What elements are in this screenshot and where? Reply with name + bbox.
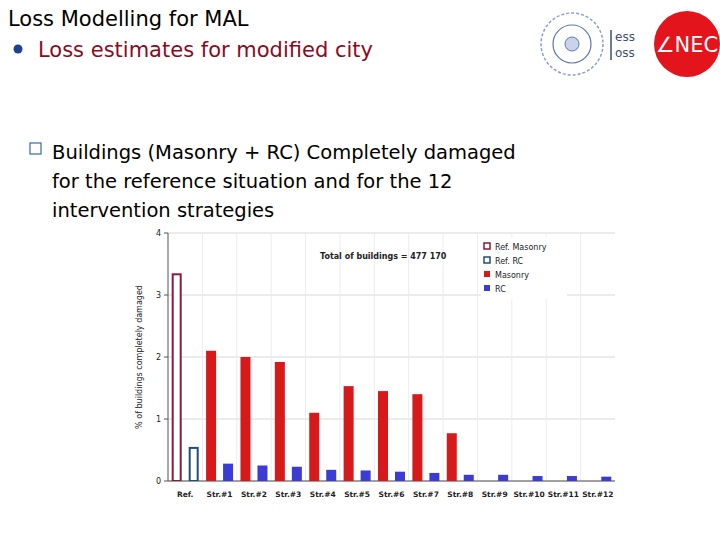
grid-line [168,481,615,482]
annotation: Total of buildings = 477 170 [320,252,447,261]
slide: Loss Modelling for MAL Loss estimates for… [0,0,720,540]
logo-ring [541,13,603,75]
legend-label: Masonry [495,271,529,280]
logo-text: ∠NEC [656,33,718,57]
legend-label: Ref. Masonry [495,243,547,252]
bar [361,470,371,481]
grid-line-vertical [443,233,444,481]
x-axis [168,481,615,482]
bar [601,477,611,481]
bar [190,448,198,481]
legend-label: RC [495,285,506,294]
chart: 0 1 2 3 4 Ref. Str.#1 Str.#2 Str.#3 Str.#4 Str.#5 S… [135,229,615,499]
tick-label: 4 [156,229,161,238]
bar [584,481,594,482]
category-label: Str.#2 [241,490,267,499]
bar [275,362,285,481]
grid-line-vertical [236,233,237,481]
logo-text: oss [615,46,635,60]
bar [412,394,422,481]
legend-box [481,237,567,299]
category-label: Ref. [177,490,194,499]
bar [550,481,560,482]
bar [567,476,577,481]
category-label: Str.#6 [379,490,405,499]
plot-area [168,233,615,481]
bar [429,473,439,481]
bar [240,357,250,481]
category-label: Str.#11 [548,490,579,499]
category-label: Str.#1 [207,490,233,499]
tick-mark [164,233,168,234]
legend-swatch [484,285,490,291]
category-label: Str.#5 [344,490,370,499]
grid-line-vertical [374,233,375,481]
category-label: Str.#3 [275,490,301,499]
tick-label: 1 [156,415,161,424]
logo-left: ess oss [541,13,635,75]
bar [292,467,302,481]
legend-swatch [484,257,490,263]
bar [206,351,216,481]
grid-line [168,357,615,358]
bar [447,433,457,481]
grid-line [168,233,615,234]
bar [257,466,267,482]
tick-label: 3 [156,291,161,300]
grid-line-vertical [477,233,478,481]
logo-bar [610,30,612,60]
slide-title: Loss Modelling for MAL [8,7,249,31]
tick-label: 2 [156,353,161,362]
bars [173,274,612,481]
logo-core [565,37,579,51]
grid-line-vertical [339,233,340,481]
bullet-text: Loss estimates for modified city [38,38,373,62]
category-label: Str.#7 [413,490,439,499]
category-label: Str.#10 [513,490,544,499]
y-axis-label: % of buildings completely damaged [135,285,144,429]
bar [326,470,336,481]
grid-line-vertical [408,233,409,481]
grid-line-vertical [305,233,306,481]
logo-text: ess [615,30,635,44]
legend: Ref. Masonry Ref. RC Masonry RC [481,237,567,299]
category-label: Str.#12 [582,490,613,499]
logo-ring [553,25,591,63]
grid-line [168,419,615,420]
bar [223,464,233,481]
bar [309,413,319,481]
bar [533,476,543,481]
bar [481,481,491,482]
grid-line-vertical [271,233,272,481]
bar [498,475,508,481]
category-label: Str.#4 [310,490,336,499]
sub-bullet-text: for the reference situation and for the … [52,170,453,193]
grid-line-vertical [580,233,581,481]
logo-right [654,11,720,77]
legend-swatch [484,271,490,277]
background [0,0,720,540]
bullet-dot [14,45,23,54]
bar [173,274,181,481]
grid-line-vertical [202,233,203,481]
category-label: Str.#9 [482,490,508,499]
tick-mark [164,295,168,296]
bar [344,386,354,481]
category-label: Str.#8 [447,490,473,499]
sub-bullet-text: intervention strategies [52,199,274,222]
tick-mark [164,357,168,358]
y-axis [168,233,169,481]
bar [378,391,388,481]
bar [395,472,405,481]
bar [516,481,526,482]
legend-label: Ref. RC [495,257,524,266]
tick-label: 0 [156,477,161,486]
legend-swatch [484,243,490,249]
sub-bullet-box [30,143,41,154]
sub-bullet-text: Buildings (Masonry + RC) Completely dama… [52,141,516,164]
bar [464,475,474,481]
tick-mark [164,481,168,482]
tick-mark [164,419,168,420]
